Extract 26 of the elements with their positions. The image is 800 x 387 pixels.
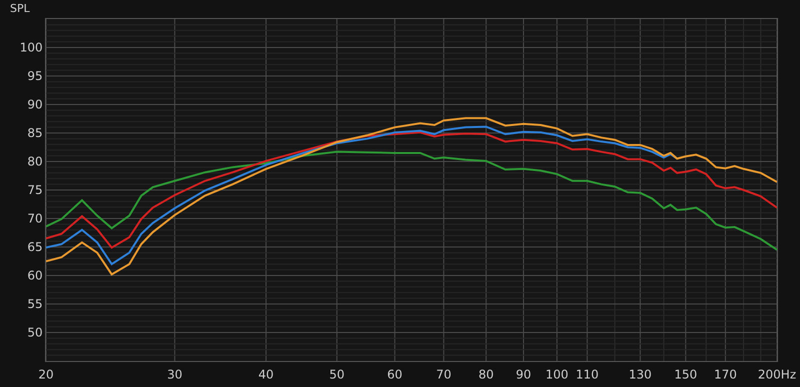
x-tick-label: 60 bbox=[387, 367, 402, 382]
y-axis-title: SPL bbox=[10, 2, 31, 15]
y-tick-label: 90 bbox=[27, 98, 43, 112]
x-tick-label: 80 bbox=[478, 367, 494, 382]
y-tick-label: 55 bbox=[27, 297, 43, 312]
y-tick-label: 60 bbox=[27, 268, 43, 283]
y-tick-label: 100 bbox=[20, 40, 43, 55]
x-tick-label: 130 bbox=[628, 367, 652, 382]
x-tick-label: 20 bbox=[38, 367, 54, 382]
x-tick-label: 30 bbox=[167, 367, 182, 382]
x-tick-label: 200Hz bbox=[758, 367, 796, 382]
x-tick-label: 150 bbox=[674, 367, 698, 382]
y-tick-label: 50 bbox=[27, 326, 43, 340]
x-tick-label: 170 bbox=[714, 367, 737, 382]
x-tick-label: 40 bbox=[258, 367, 274, 382]
x-tick-label: 50 bbox=[329, 367, 345, 382]
y-tick-label: 75 bbox=[27, 183, 43, 198]
x-tick-label: 100 bbox=[545, 367, 568, 382]
y-tick-label: 85 bbox=[27, 126, 43, 140]
x-tick-label: 110 bbox=[576, 367, 599, 382]
x-tick-label: 90 bbox=[516, 367, 532, 382]
y-tick-label: 80 bbox=[27, 154, 43, 169]
y-tick-label: 65 bbox=[27, 240, 43, 254]
x-tick-label: 70 bbox=[436, 367, 452, 382]
y-tick-label: 95 bbox=[27, 69, 43, 84]
y-tick-label: 70 bbox=[27, 212, 43, 226]
